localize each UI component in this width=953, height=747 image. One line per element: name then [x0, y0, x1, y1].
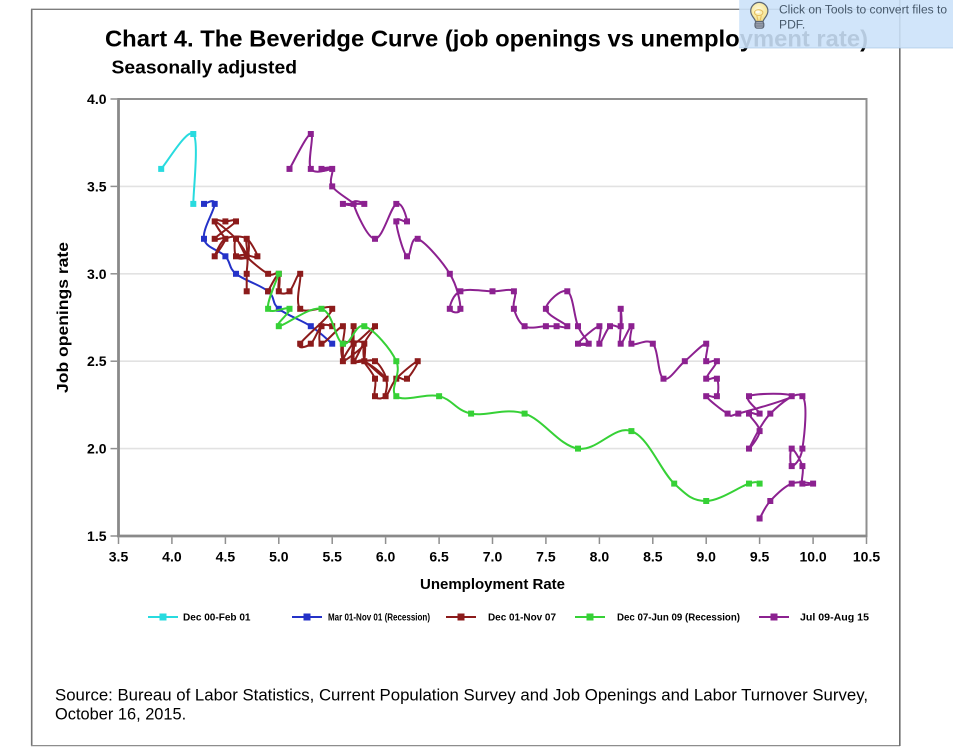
svg-text:Job openings rate: Job openings rate: [55, 242, 72, 393]
svg-text:October 16, 2015.: October 16, 2015.: [55, 706, 186, 724]
svg-text:5.0: 5.0: [269, 549, 289, 565]
svg-text:2.5: 2.5: [87, 353, 107, 369]
svg-text:4.0: 4.0: [87, 91, 107, 107]
svg-text:Seasonally adjusted: Seasonally adjusted: [112, 57, 298, 78]
svg-text:Click on Tools to convert file: Click on Tools to convert files to: [779, 2, 947, 16]
svg-text:3.5: 3.5: [87, 178, 107, 194]
svg-text:10.5: 10.5: [853, 549, 880, 565]
svg-text:10.0: 10.0: [799, 549, 826, 565]
svg-text:4.5: 4.5: [216, 549, 236, 565]
svg-text:Source: Bureau of Labor Statis: Source: Bureau of Labor Statistics, Curr…: [55, 687, 868, 705]
svg-text:8.5: 8.5: [643, 549, 663, 565]
svg-text:9.0: 9.0: [696, 549, 716, 565]
svg-text:Mar 01-Nov 01 (Recession): Mar 01-Nov 01 (Recession): [328, 613, 430, 624]
svg-text:6.5: 6.5: [429, 549, 449, 565]
svg-text:Jul 09-Aug 15: Jul 09-Aug 15: [800, 613, 869, 624]
svg-text:5.5: 5.5: [322, 549, 342, 565]
svg-text:Dec 07-Jun 09 (Recession): Dec 07-Jun 09 (Recession): [617, 613, 740, 624]
svg-text:3.0: 3.0: [87, 266, 107, 282]
svg-text:Dec 01-Nov 07: Dec 01-Nov 07: [488, 613, 556, 624]
svg-text:3.5: 3.5: [109, 549, 129, 565]
svg-text:Unemployment Rate: Unemployment Rate: [420, 576, 565, 593]
svg-text:4.0: 4.0: [162, 549, 182, 565]
svg-text:6.0: 6.0: [376, 549, 396, 565]
svg-text:2.0: 2.0: [87, 441, 107, 457]
svg-text:1.5: 1.5: [87, 528, 107, 544]
svg-text:8.0: 8.0: [590, 549, 610, 565]
svg-text:Dec 00-Feb 01: Dec 00-Feb 01: [183, 613, 251, 624]
svg-text:PDF.: PDF.: [779, 17, 805, 31]
svg-text:9.5: 9.5: [750, 549, 770, 565]
svg-text:7.0: 7.0: [483, 549, 503, 565]
svg-text:7.5: 7.5: [536, 549, 556, 565]
